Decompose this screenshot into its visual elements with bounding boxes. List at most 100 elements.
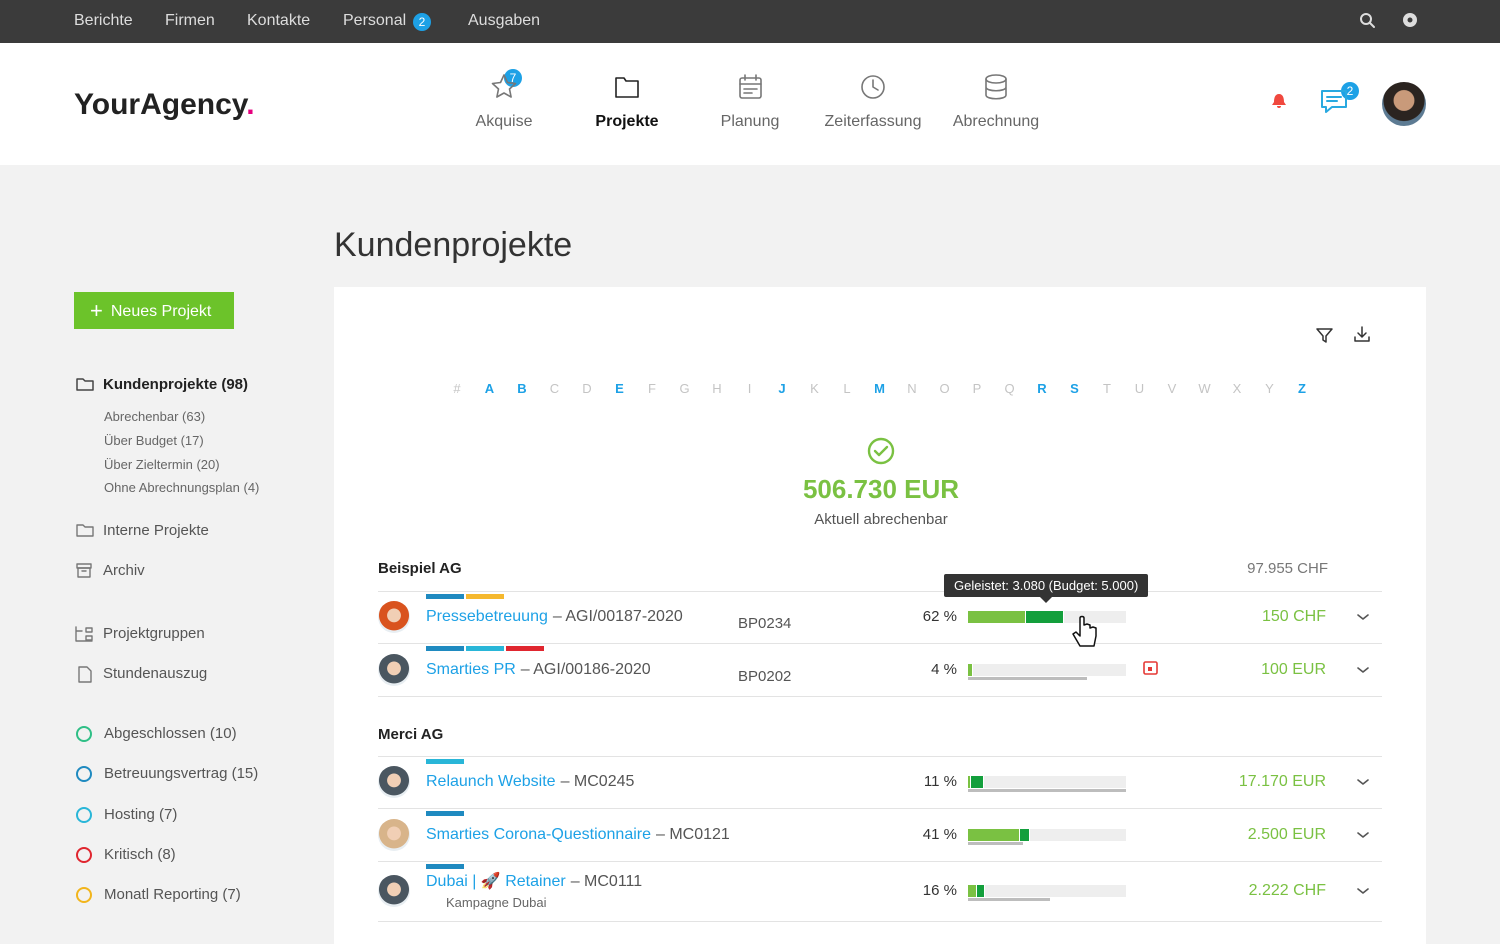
- progress-segment: [1020, 829, 1030, 841]
- alphabet-letter: W: [1198, 381, 1211, 397]
- project-name[interactable]: Smarties PR – AGI/00186-2020: [426, 661, 651, 679]
- tooltip: Geleistet: 3.080 (Budget: 5.000): [944, 574, 1149, 597]
- alphabet-letter[interactable]: J: [778, 381, 786, 397]
- progress-percent: 11 %: [923, 773, 957, 790]
- main-nav-link[interactable]: Akquise: [475, 113, 533, 131]
- status-ring: [76, 887, 92, 904]
- project-name[interactable]: Pressebetreuung – AGI/00187-2020: [426, 608, 683, 626]
- project-avatar: [378, 766, 410, 798]
- sidebar-filter[interactable]: Über Zieltermin (20): [104, 456, 220, 472]
- alphabet-letter: P: [972, 381, 982, 397]
- badge: 2: [413, 13, 431, 31]
- project-ref: – AGI/00187-2020: [552, 608, 683, 626]
- alphabet-letter[interactable]: S: [1070, 381, 1079, 397]
- progress-segment: [971, 776, 984, 788]
- alphabet-letter: C: [549, 381, 560, 397]
- main-nav-link[interactable]: Abrechnung: [952, 113, 1040, 131]
- alphabet-letter: I: [747, 381, 752, 397]
- user-avatar[interactable]: [1382, 82, 1426, 126]
- project-code: BP0202: [738, 668, 792, 685]
- progress-percent: 16 %: [922, 882, 957, 899]
- status-ring: [76, 806, 92, 823]
- alphabet-letter: D: [582, 381, 592, 397]
- main-nav-link[interactable]: Projekte: [595, 113, 659, 131]
- sidebar-link[interactable]: Interne Projekte: [103, 522, 209, 539]
- alphabet-letter: O: [939, 381, 950, 397]
- project-code: BP0234: [738, 615, 792, 632]
- top-nav-link[interactable]: Kontakte: [247, 12, 311, 30]
- status-ring: [76, 846, 92, 863]
- progress-segment: [968, 611, 1027, 623]
- separator: [378, 861, 1382, 862]
- status-link[interactable]: Kritisch (8): [104, 845, 176, 863]
- sidebar-link[interactable]: Archiv: [103, 562, 145, 579]
- folder-icon: [76, 378, 94, 391]
- alphabet-letter[interactable]: B: [517, 381, 527, 397]
- alphabet-letter[interactable]: E: [615, 381, 624, 397]
- project-name[interactable]: Smarties Corona-Questionnaire – MC0121: [426, 826, 730, 844]
- billable-caption: Aktuell abrechenbar: [814, 511, 948, 528]
- top-nav-link[interactable]: Personal: [343, 12, 407, 30]
- project-avatar: [378, 601, 410, 633]
- sidebar-filter[interactable]: Abrechenbar (63): [104, 409, 206, 425]
- timeline-bar: [968, 842, 1024, 845]
- top-nav-link[interactable]: Berichte: [74, 12, 133, 30]
- folder-icon: [76, 524, 94, 537]
- alphabet-letter: U: [1134, 381, 1145, 397]
- status-link[interactable]: Abgeschlossen (10): [104, 725, 237, 742]
- progress-percent: 4 %: [931, 661, 957, 678]
- tag-color: [426, 811, 464, 816]
- status-link[interactable]: Monatl Reporting (7): [104, 886, 241, 904]
- top-nav-link[interactable]: Ausgaben: [468, 12, 541, 30]
- progress-percent: 62 %: [922, 608, 957, 625]
- sidebar-current[interactable]: Kundenprojekte (98): [103, 376, 249, 393]
- project-amount: 150 CHF: [1261, 608, 1326, 626]
- header: [0, 43, 1500, 165]
- alphabet-letter[interactable]: R: [1037, 381, 1047, 397]
- tag-color: [426, 594, 464, 599]
- sidebar-filter[interactable]: Über Budget (17): [104, 432, 204, 448]
- alphabet-letter: V: [1167, 381, 1177, 397]
- badge: 7: [504, 69, 522, 87]
- status-link[interactable]: Hosting (7): [104, 805, 178, 823]
- project-card: [334, 287, 1426, 944]
- main-nav-link[interactable]: Planung: [720, 113, 780, 131]
- progress-segment: [968, 829, 1021, 841]
- project-name[interactable]: Dubai | 🚀 Retainer – MC0111: [426, 873, 643, 891]
- alphabet-letter: G: [679, 381, 690, 397]
- progress-segment: [977, 885, 986, 897]
- main-nav-link[interactable]: Zeiterfassung: [824, 113, 922, 131]
- top-nav-link[interactable]: Firmen: [165, 12, 215, 30]
- progress-track: [968, 664, 1126, 676]
- group-name: Merci AG: [378, 726, 444, 743]
- separator: [378, 808, 1382, 809]
- alphabet-letter: H: [712, 381, 722, 397]
- separator: [378, 696, 1382, 697]
- project-amount: 17.170 EUR: [1238, 773, 1326, 791]
- progress-track: [968, 776, 1126, 788]
- project-name[interactable]: Relaunch Website – MC0245: [426, 773, 635, 791]
- sidebar-link[interactable]: Projektgruppen: [103, 625, 205, 642]
- new-project-button[interactable]: + Neues Projekt: [74, 292, 234, 329]
- alphabet-letter[interactable]: M: [874, 381, 885, 397]
- alphabet-letter: K: [810, 381, 819, 397]
- sidebar-filter[interactable]: Ohne Abrechnungsplan (4): [104, 480, 260, 496]
- status-link[interactable]: Betreuungsvertrag (15): [104, 765, 259, 783]
- tag-color: [426, 759, 464, 764]
- plus-icon: +: [90, 298, 103, 323]
- project-avatar: [378, 819, 410, 851]
- top-bar: [0, 0, 1500, 43]
- button-label: Neues Projekt: [110, 303, 212, 320]
- alphabet-letter[interactable]: A: [484, 381, 495, 397]
- separator: [378, 643, 1382, 644]
- alphabet-letter: #: [453, 381, 461, 397]
- separator: [378, 756, 1382, 757]
- progress-segment: [968, 776, 972, 788]
- alphabet-letter[interactable]: Z: [1298, 381, 1306, 397]
- sidebar-link[interactable]: Stundenauszug: [103, 665, 208, 682]
- separator: [378, 591, 1382, 592]
- project-amount: 2.222 CHF: [1248, 882, 1326, 900]
- status-ring: [76, 766, 92, 783]
- timeline-bar: [968, 677, 1087, 680]
